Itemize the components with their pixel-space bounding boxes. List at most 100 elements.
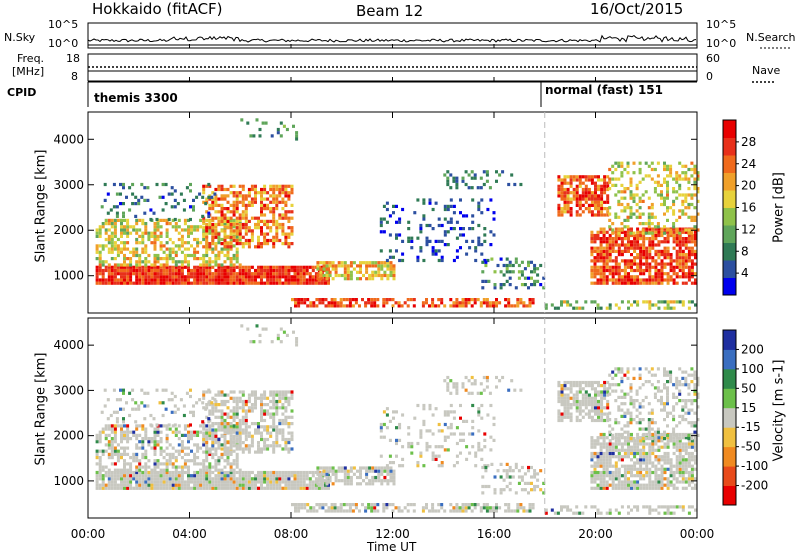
power-cell (162, 268, 166, 273)
velocity-cell (627, 480, 630, 484)
velocity-cell (272, 470, 276, 475)
velocity-cell (110, 443, 114, 447)
power-cell (617, 281, 621, 285)
power-cell (645, 278, 649, 282)
velocity-cell (599, 477, 603, 481)
velocity-cell (260, 399, 263, 404)
velocity-cell (605, 486, 609, 490)
velocity-cell (247, 431, 251, 435)
velocity-cell (257, 422, 260, 426)
power-cell (452, 304, 456, 308)
power-cell (687, 240, 691, 244)
power-cell (165, 260, 169, 264)
power-cell (642, 281, 646, 285)
velocity-cell (211, 470, 215, 475)
power-cell (645, 246, 649, 250)
velocity-cell (597, 409, 600, 413)
power-cell (229, 245, 233, 249)
power-cell (660, 262, 664, 266)
power-cell (150, 265, 154, 269)
velocity-cell (187, 424, 190, 428)
velocity-cell (144, 480, 148, 484)
velocity-cell (272, 486, 276, 490)
power-cell (675, 230, 679, 234)
power-cell (223, 219, 227, 223)
velocity-cell (266, 431, 270, 435)
power-cell (220, 207, 224, 211)
power-cell (113, 281, 117, 285)
power-cell (693, 218, 697, 222)
power-cell (150, 278, 154, 282)
velocity-cell (365, 482, 369, 486)
velocity-cell (455, 382, 459, 386)
velocity-cell (205, 437, 209, 441)
power-cell (330, 304, 334, 308)
power-cell (651, 246, 655, 250)
power-cell (161, 182, 165, 187)
velocity-cell (633, 451, 637, 456)
velocity-cell (290, 390, 294, 394)
velocity-cell (297, 503, 301, 507)
power-cell (648, 256, 652, 260)
power-cell (238, 232, 242, 236)
velocity-cell (123, 449, 126, 453)
power-cell (205, 210, 209, 214)
velocity-cell (244, 477, 248, 481)
power-cell (126, 231, 130, 235)
velocity-cell (468, 432, 472, 436)
velocity-cell (110, 430, 114, 434)
velocity-cell (208, 468, 212, 472)
power-cell (110, 241, 114, 245)
velocity-cell (107, 477, 111, 481)
power-cell (690, 218, 694, 222)
velocity-cell (287, 477, 291, 481)
velocity-cell (296, 483, 300, 487)
velocity-cell (223, 465, 227, 469)
velocity-cell (113, 430, 117, 434)
power-cell (232, 235, 236, 239)
velocity-cell (605, 461, 609, 465)
power-cell (517, 276, 521, 280)
velocity-cell (165, 480, 169, 484)
velocity-cell (519, 388, 523, 392)
power-cell (486, 207, 490, 212)
velocity-cell (229, 446, 233, 450)
power-cell (177, 268, 181, 273)
velocity-cell (205, 415, 209, 419)
velocity-cell (605, 467, 609, 471)
velocity-cell (627, 486, 630, 490)
power-cell (110, 247, 114, 251)
power-cell (144, 260, 148, 264)
power-cell (263, 184, 267, 188)
velocity-cell (608, 483, 612, 487)
power-cell (266, 219, 270, 223)
velocity-cell (269, 434, 273, 438)
power-cell (129, 265, 133, 269)
velocity-cell (272, 477, 276, 481)
velocity-cell (351, 503, 355, 507)
power-cell (599, 246, 603, 250)
velocity-cell (379, 429, 383, 433)
power-cell (563, 197, 567, 201)
velocity-cell (602, 455, 606, 459)
velocity-cell (223, 403, 227, 407)
velocity-cell (358, 509, 361, 513)
velocity-cell (183, 465, 187, 469)
power-cell (648, 268, 652, 273)
velocity-cell (278, 483, 282, 487)
velocity-cell (422, 407, 426, 411)
power-cell (226, 210, 230, 214)
velocity-cell (153, 462, 157, 466)
velocity-cell (266, 470, 270, 475)
power-cell (95, 272, 99, 276)
power-cell (620, 243, 624, 247)
velocity-cell (229, 422, 233, 426)
velocity-cell (235, 425, 239, 429)
power-cell (260, 219, 263, 223)
power-cell (250, 265, 254, 269)
velocity-cell (578, 384, 582, 388)
velocity-cell (254, 477, 257, 481)
power-cell (254, 197, 257, 201)
velocity-cell (594, 418, 597, 423)
power-cell (235, 272, 239, 276)
